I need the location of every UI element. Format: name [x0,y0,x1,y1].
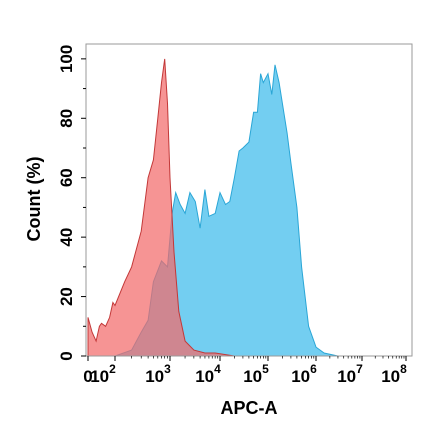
x-tick-label: 105 [243,362,269,386]
y-tick-label: 80 [57,109,76,128]
y-tick-label: 20 [57,287,76,306]
x-axis-title: APC-A [221,398,278,418]
y-axis-title: Count (%) [24,157,44,242]
x-tick-exponent: 7 [356,362,363,376]
x-tick-exponent: 2 [109,362,116,376]
x-tick-exponent: 8 [400,362,407,376]
y-tick-label: 0 [57,351,76,360]
y-tick-label: 100 [57,45,76,73]
x-tick-label: 0 [83,367,92,386]
x-tick-exponent: 4 [214,362,221,376]
histogram-series-1 [87,58,268,357]
x-tick-label: 108 [381,362,407,386]
x-tick-label: 107 [337,362,363,386]
x-tick-exponent: 5 [262,362,269,376]
x-tick-exponent: 6 [310,362,317,376]
x-tick-label: 102 [90,362,116,386]
x-tick-label: 106 [291,362,317,386]
y-tick-label: 40 [57,228,76,247]
y-tick-label: 60 [57,168,76,187]
x-tick-label: 104 [195,362,221,386]
x-tick-exponent: 3 [164,362,171,376]
y-axis: 0 20 40 60 80 100 [57,45,86,361]
x-tick-label: 103 [145,362,171,386]
series-layer [87,58,362,357]
